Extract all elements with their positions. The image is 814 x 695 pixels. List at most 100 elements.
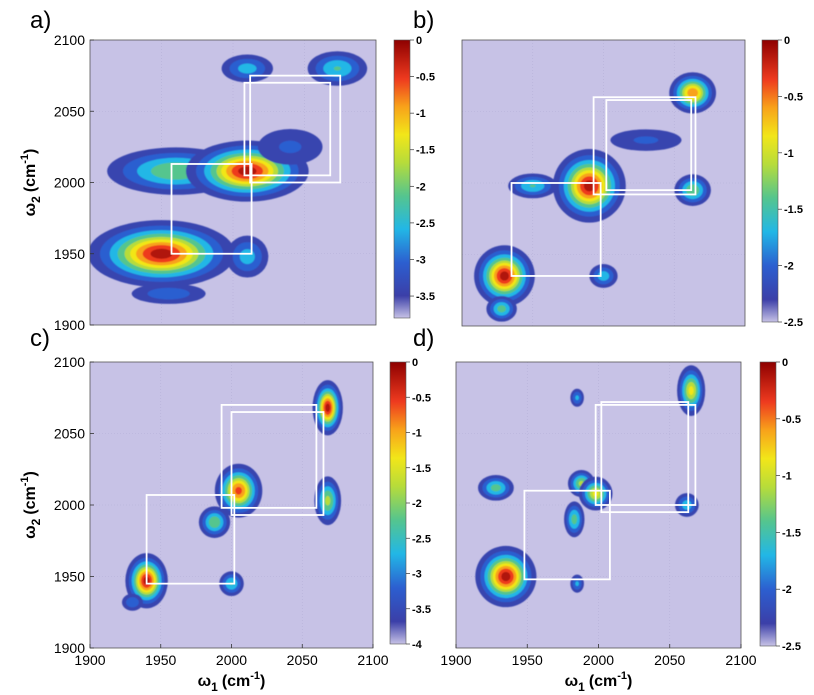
crosspeak-box <box>220 403 318 509</box>
colorbar-tick-label: -1 <box>784 148 794 160</box>
peak-contour <box>490 484 501 492</box>
peak <box>307 51 368 86</box>
colorbar <box>393 39 411 319</box>
colorbar-tick-label: -2 <box>412 498 422 510</box>
x-tick-label: 1900 <box>440 652 471 668</box>
crosspeak-box <box>605 99 693 192</box>
peak <box>478 475 514 501</box>
y-tick-label: 2100 <box>54 32 85 48</box>
peak-contour <box>325 403 330 412</box>
colorbar-tick-label: -1 <box>782 471 792 483</box>
y-tick-label: 2050 <box>54 426 85 442</box>
crosspeak-box <box>594 403 697 506</box>
x-tick-label: 2100 <box>357 652 388 668</box>
panel-2: b) 0 -0.5 -1 -1.5 -2 -2.5 <box>413 7 803 329</box>
peak <box>198 506 231 539</box>
colorbar-tick-label: -1.5 <box>416 145 435 157</box>
crosspeak-box <box>170 163 253 255</box>
crosspeak-box <box>523 489 611 581</box>
peak <box>226 235 269 278</box>
panel-3: 1900 1950 2000 2050 2100 1900 1950 2000 2050 2100… <box>19 325 431 694</box>
peak-contour <box>147 287 190 300</box>
peak-contour <box>571 514 578 525</box>
colorbar-tick-label: -3 <box>416 254 426 266</box>
x-tick-label: 2050 <box>287 652 318 668</box>
x-axis-label: ω1 (cm-1) <box>198 670 266 694</box>
peak <box>589 264 618 288</box>
peak-contour <box>239 249 255 265</box>
crosspeak-box <box>600 401 690 514</box>
colorbar-tick-label: -2.5 <box>782 641 801 653</box>
peak-layer <box>474 72 717 322</box>
peak-contour <box>150 248 173 259</box>
peak-layer <box>475 365 706 608</box>
peak <box>610 129 682 151</box>
colorbar-tick-label: -1 <box>412 428 422 440</box>
panel-label: d) <box>413 325 434 352</box>
colorbar-tick-label: -2.5 <box>416 218 435 230</box>
peak <box>475 545 537 608</box>
x-tick-label: 2050 <box>654 652 685 668</box>
peak <box>552 149 626 223</box>
y-tick-label: 1900 <box>54 317 85 333</box>
peak-contour <box>497 305 506 313</box>
panel-4: 1900 1950 2000 2050 2100 d) ω1 (cm-1) 0 -0.5 -1 -1.… <box>413 325 801 694</box>
x-tick-label: 1900 <box>74 652 105 668</box>
panel-label: b) <box>413 7 434 34</box>
peak-contour <box>633 136 659 144</box>
y-tick-label: 2100 <box>54 354 85 370</box>
peak-layer <box>121 380 343 611</box>
peak-contour <box>208 516 221 528</box>
crosspeak-box <box>243 81 332 177</box>
colorbar-tick-label: -2 <box>782 584 792 596</box>
y-tick-label: 2050 <box>54 103 85 119</box>
colorbar-tick-label: -1.5 <box>782 527 801 539</box>
colorbar-tick-label: -1.5 <box>412 463 431 475</box>
peak-contour <box>529 184 536 188</box>
crosspeak-box <box>510 182 602 277</box>
peak-contour <box>333 66 342 71</box>
x-axis-label: ω1 (cm-1) <box>565 670 633 694</box>
crosspeak-box <box>592 96 697 196</box>
y-tick-label: 2000 <box>54 175 85 191</box>
peak-contour <box>278 140 302 154</box>
panel-label: c) <box>30 325 50 352</box>
peak-contour <box>238 63 257 74</box>
colorbar-tick-label: -0.5 <box>416 72 435 84</box>
x-tick-label: 2000 <box>583 652 614 668</box>
y-axis-label: ω2(cm-1) <box>19 471 43 539</box>
x-tick-label: 1950 <box>512 652 543 668</box>
peak-contour <box>575 581 579 587</box>
colorbar-tick-label: -2.5 <box>412 533 431 545</box>
peak <box>90 220 236 288</box>
peak <box>257 128 323 165</box>
peak <box>570 574 584 593</box>
colorbar-tick-label: -0.5 <box>784 91 803 103</box>
x-tick-label: 2100 <box>725 652 756 668</box>
colorbar <box>389 361 407 645</box>
colorbar-tick-label: -4 <box>412 639 423 651</box>
peak-contour <box>325 495 331 506</box>
colorbar-tick-label: -1 <box>416 108 426 120</box>
colorbar-tick-label: -1.5 <box>784 204 803 216</box>
peak <box>564 501 585 538</box>
y-tick-label: 1950 <box>54 246 85 262</box>
crosspeak-box <box>145 494 236 585</box>
peak-contour <box>501 571 511 582</box>
colorbar <box>759 361 777 647</box>
peak <box>508 173 558 199</box>
colorbar-tick-label: 0 <box>784 35 790 47</box>
y-tick-label: 2000 <box>54 497 85 513</box>
peak-contour <box>575 395 579 401</box>
colorbar-tick-label: -2 <box>416 181 426 193</box>
colorbar-tick-label: -3.5 <box>416 291 435 303</box>
peak <box>131 283 206 304</box>
peak <box>474 245 535 307</box>
colorbar-tick-label: 0 <box>412 357 418 369</box>
peak-contour <box>687 88 699 98</box>
colorbar <box>761 39 779 323</box>
peak <box>121 593 143 611</box>
crosspeak-box <box>230 411 325 516</box>
plot-frame <box>461 39 746 327</box>
